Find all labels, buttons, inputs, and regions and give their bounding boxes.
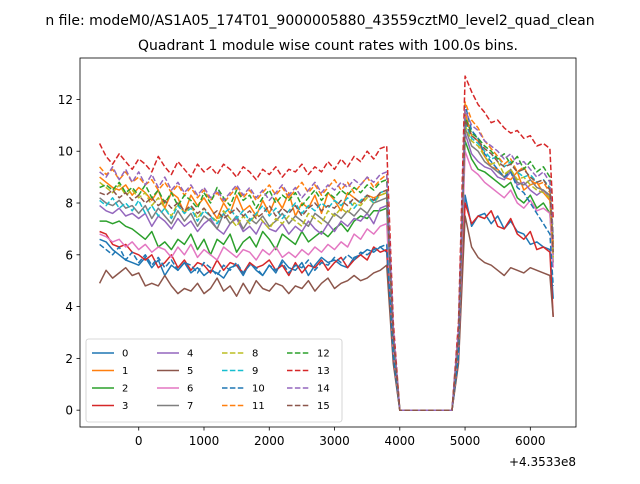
series-line-12 bbox=[99, 116, 554, 411]
x-tick-label: 4000 bbox=[385, 434, 416, 448]
series-lines bbox=[98, 75, 554, 411]
x-tick-label: 2000 bbox=[254, 434, 285, 448]
series-line-5 bbox=[98, 215, 554, 411]
y-tick-label: 2 bbox=[65, 352, 73, 366]
series-line-6 bbox=[99, 150, 554, 411]
y-tick-label: 4 bbox=[65, 300, 73, 314]
axes-frame bbox=[79, 57, 577, 428]
legend-label-1: 1 bbox=[122, 366, 128, 377]
legend-label-10: 10 bbox=[252, 384, 265, 395]
legend-label-12: 12 bbox=[317, 349, 330, 360]
x-tick-label: 6000 bbox=[515, 434, 546, 448]
legend-label-8: 8 bbox=[252, 349, 258, 360]
legend-label-11: 11 bbox=[252, 401, 265, 412]
legend-label-13: 13 bbox=[317, 366, 330, 377]
legend-label-4: 4 bbox=[187, 349, 193, 360]
x-tick-label: 0 bbox=[135, 434, 143, 448]
x-tick-label: 5000 bbox=[450, 434, 481, 448]
x-tick-label: 1000 bbox=[189, 434, 220, 448]
series-line-2 bbox=[99, 140, 554, 411]
series-line-14 bbox=[99, 109, 554, 411]
y-tick-label: 6 bbox=[65, 248, 73, 262]
y-tick-label: 12 bbox=[58, 93, 73, 107]
series-line-3 bbox=[99, 202, 554, 411]
figure-suptitle: n file: modeM0/AS1A05_174T01_9000005880_… bbox=[45, 13, 594, 29]
chart-title: Quadrant 1 module wise count rates with … bbox=[138, 38, 518, 54]
y-tick-label: 0 bbox=[65, 404, 73, 418]
series-line-0 bbox=[99, 194, 554, 411]
y-tick-label: 8 bbox=[65, 197, 73, 211]
x-axis-offset-label: +4.3533e8 bbox=[509, 455, 576, 469]
series-line-9 bbox=[99, 121, 554, 411]
y-tick-label: 10 bbox=[58, 145, 73, 159]
series-line-11 bbox=[99, 101, 554, 411]
x-tick-label: 3000 bbox=[319, 434, 350, 448]
legend-label-7: 7 bbox=[187, 401, 193, 412]
legend-label-15: 15 bbox=[317, 401, 330, 412]
series-line-10 bbox=[99, 103, 554, 411]
legend-label-2: 2 bbox=[122, 384, 128, 395]
legend-box bbox=[85, 338, 343, 423]
legend-label-9: 9 bbox=[252, 366, 258, 377]
series-line-7 bbox=[99, 127, 554, 411]
legend-label-5: 5 bbox=[187, 366, 193, 377]
legend-label-0: 0 bbox=[122, 349, 128, 360]
legend-label-3: 3 bbox=[122, 401, 128, 412]
series-line-15 bbox=[99, 119, 554, 411]
legend-label-14: 14 bbox=[317, 384, 330, 395]
series-line-8 bbox=[99, 124, 554, 411]
legend-label-6: 6 bbox=[187, 384, 193, 395]
series-line-13 bbox=[98, 75, 554, 411]
